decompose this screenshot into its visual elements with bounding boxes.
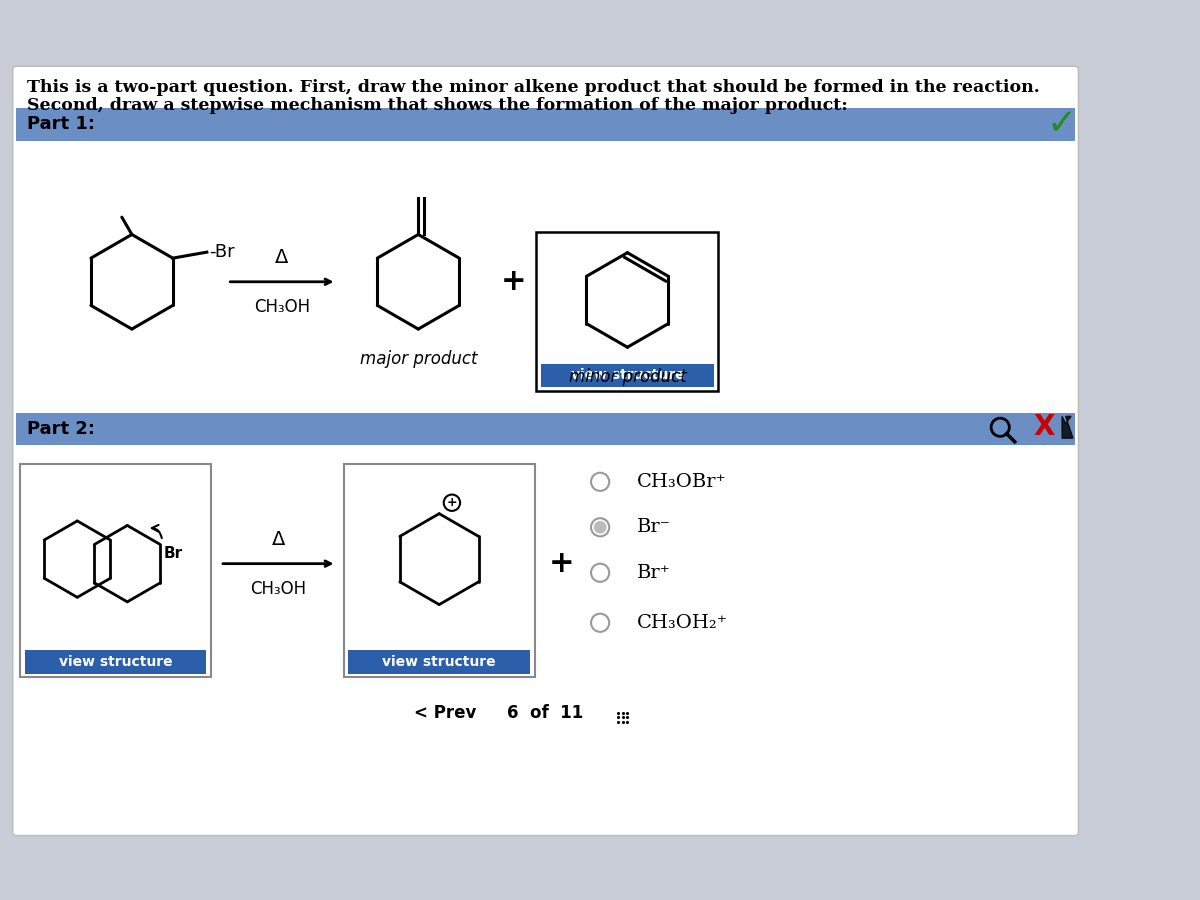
Bar xyxy=(17,413,1075,446)
Bar xyxy=(17,140,1075,423)
Text: < Prev: < Prev xyxy=(414,704,476,722)
Text: view structure: view structure xyxy=(383,655,496,669)
Bar xyxy=(17,446,1075,727)
Bar xyxy=(24,650,206,674)
Polygon shape xyxy=(1062,417,1073,438)
Bar xyxy=(536,232,719,391)
FancyBboxPatch shape xyxy=(13,67,1079,835)
Text: +: + xyxy=(550,549,575,578)
Text: major product: major product xyxy=(360,350,478,368)
Bar xyxy=(17,108,1075,140)
Text: ✓: ✓ xyxy=(1046,107,1078,141)
Bar xyxy=(541,364,714,387)
Text: 6  of  11: 6 of 11 xyxy=(508,704,583,722)
Bar xyxy=(20,464,211,678)
Text: Δ: Δ xyxy=(275,248,288,267)
Text: CH₃OH₂⁺: CH₃OH₂⁺ xyxy=(636,614,727,632)
Bar xyxy=(17,698,1075,727)
Text: CH₃OH: CH₃OH xyxy=(254,298,310,316)
Text: This is a two-part question. First, draw the minor alkene product that should be: This is a two-part question. First, draw… xyxy=(28,79,1040,96)
Text: Δ: Δ xyxy=(271,530,284,549)
Text: -Br: -Br xyxy=(209,243,234,261)
Text: +: + xyxy=(500,267,527,296)
Text: CH₃OBr⁺: CH₃OBr⁺ xyxy=(636,472,726,490)
Bar xyxy=(348,650,530,674)
Text: CH₃OH: CH₃OH xyxy=(250,580,306,598)
FancyArrowPatch shape xyxy=(152,525,162,538)
Text: X: X xyxy=(1033,413,1055,441)
Text: Br: Br xyxy=(164,546,184,562)
Text: minor product: minor product xyxy=(569,368,686,386)
Circle shape xyxy=(594,521,606,534)
Text: Br⁻: Br⁻ xyxy=(636,518,671,536)
Bar xyxy=(343,464,535,678)
Text: Second, draw a stepwise mechanism that shows the formation of the major product:: Second, draw a stepwise mechanism that s… xyxy=(28,97,848,114)
Text: view structure: view structure xyxy=(570,368,684,382)
Text: Part 2:: Part 2: xyxy=(28,420,95,438)
Text: view structure: view structure xyxy=(59,655,173,669)
Text: Part 1:: Part 1: xyxy=(28,115,95,133)
Text: Br⁺: Br⁺ xyxy=(636,563,671,581)
Text: +: + xyxy=(446,496,457,509)
